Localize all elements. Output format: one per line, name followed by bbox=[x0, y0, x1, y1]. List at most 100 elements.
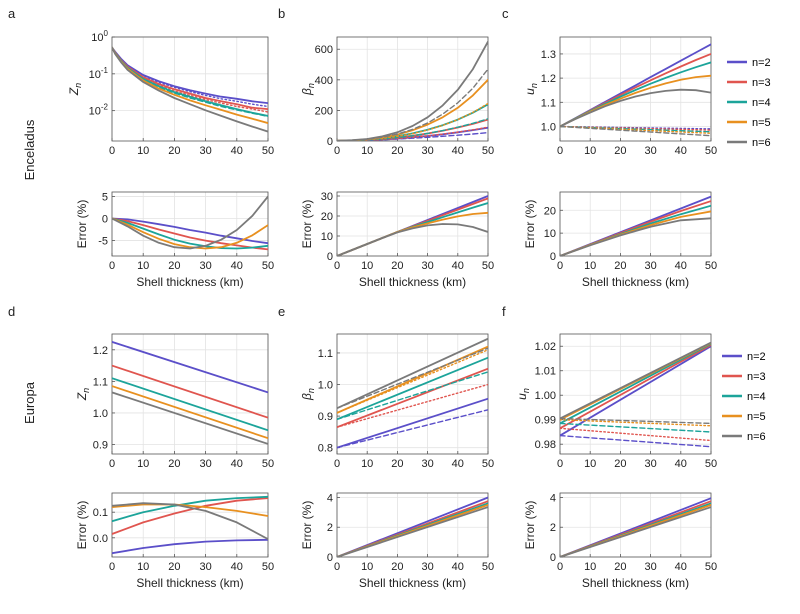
panel-letter-e: e bbox=[278, 304, 285, 319]
y-tick-label: 4 bbox=[550, 492, 556, 504]
x-tick-label: 50 bbox=[705, 260, 717, 272]
x-tick-label: 0 bbox=[557, 458, 563, 470]
panel-letter-b: b bbox=[278, 6, 285, 21]
y-tick-label: 1.1 bbox=[93, 376, 108, 388]
chart-panel-a: 0 10 20 30 40 50 10-2 10-1 100 Zn bbox=[67, 29, 274, 157]
x-tick-label: 10 bbox=[584, 458, 596, 470]
chart-panel-f: 0 10 20 30 40 50 0.98 0.99 1.00 1.01 1.02 un bbox=[515, 333, 717, 470]
legend-top: n=2 n=3 n=4 n=5 n=6 bbox=[727, 57, 771, 149]
x-tick-label: 10 bbox=[584, 260, 596, 272]
y-tick-label: 0.98 bbox=[535, 439, 556, 451]
x-tick-label: 40 bbox=[452, 458, 464, 470]
x-tick-label: 40 bbox=[231, 561, 243, 573]
y-tick-label: 0 bbox=[327, 251, 333, 263]
plot-frame bbox=[111, 191, 269, 257]
series-line-n4-solid bbox=[112, 217, 268, 250]
y-tick-label: 10-2 bbox=[89, 103, 109, 118]
legend-label-n3: n=3 bbox=[747, 371, 766, 383]
x-tick-label: 40 bbox=[452, 145, 464, 157]
y-tick-label: 2 bbox=[327, 522, 333, 534]
series-line-n2-dashed bbox=[560, 434, 711, 448]
series-line-n3-solid bbox=[560, 344, 711, 430]
y-tick-label: 0.9 bbox=[318, 411, 333, 423]
series-line-n3-dotted bbox=[337, 383, 488, 428]
series-group bbox=[560, 497, 711, 557]
x-tick-label: 20 bbox=[168, 458, 180, 470]
legend-bottom: n=2 n=3 n=4 n=5 n=6 bbox=[722, 351, 766, 443]
series-group bbox=[560, 195, 711, 256]
y-tick-label: 0 bbox=[102, 213, 108, 225]
legend-label-n5: n=5 bbox=[752, 117, 771, 129]
plot-frame bbox=[336, 191, 489, 257]
series-line-n3-solid bbox=[112, 497, 268, 535]
x-tick-label: 10 bbox=[137, 458, 149, 470]
x-tick-label: 20 bbox=[614, 561, 626, 573]
x-tick-label: 30 bbox=[644, 260, 656, 272]
y-tick-label: 0.9 bbox=[93, 440, 108, 452]
series-line-n6-solid bbox=[560, 217, 711, 256]
legend-label-n4: n=4 bbox=[752, 97, 771, 109]
series-line-n6-solid bbox=[560, 88, 711, 128]
series-line-n3-dotted bbox=[560, 427, 711, 442]
x-tick-label: 0 bbox=[334, 561, 340, 573]
y-tick-label: 0 bbox=[550, 552, 556, 564]
series-group bbox=[337, 337, 488, 449]
y-tick-label: 1.1 bbox=[541, 97, 556, 109]
x-tick-label: 10 bbox=[361, 260, 373, 272]
x-tick-label: 30 bbox=[421, 145, 433, 157]
x-axis-label: Shell thickness (km) bbox=[136, 576, 243, 590]
y-axis-label: Error (%) bbox=[523, 200, 537, 249]
panel-letter-c: c bbox=[502, 6, 509, 21]
y-axis-label: Error (%) bbox=[300, 501, 314, 550]
legend-label-n3: n=3 bbox=[752, 77, 771, 89]
plot-area bbox=[337, 334, 488, 454]
x-tick-label: 50 bbox=[262, 458, 274, 470]
y-tick-label: -5 bbox=[98, 236, 108, 248]
series-group bbox=[337, 496, 488, 557]
series-group bbox=[337, 40, 488, 141]
series-line-n4-solid bbox=[560, 342, 711, 425]
x-tick-label: 30 bbox=[421, 260, 433, 272]
x-tick-label: 30 bbox=[644, 561, 656, 573]
x-tick-label: 40 bbox=[675, 458, 687, 470]
series-line-n3-solid bbox=[112, 364, 268, 419]
legend-label-n2: n=2 bbox=[752, 57, 771, 69]
y-axis-label: Error (%) bbox=[523, 501, 537, 550]
series-group bbox=[560, 341, 711, 448]
series-line-n5-solid bbox=[112, 503, 268, 517]
series-group bbox=[337, 195, 488, 256]
plot-frame bbox=[559, 492, 712, 558]
x-tick-label: 20 bbox=[614, 145, 626, 157]
y-axis-label: βn bbox=[300, 83, 316, 96]
x-tick-label: 20 bbox=[391, 145, 403, 157]
x-tick-label: 0 bbox=[334, 145, 340, 157]
series-line-n4-dashed bbox=[337, 371, 488, 420]
plot-area bbox=[112, 37, 268, 141]
plot-frame bbox=[336, 333, 489, 455]
x-tick-label: 30 bbox=[421, 458, 433, 470]
y-tick-label: 2 bbox=[550, 522, 556, 534]
y-tick-label: 100 bbox=[91, 29, 108, 44]
panel-letter-f: f bbox=[502, 304, 506, 319]
series-line-n2-dashed bbox=[337, 409, 488, 449]
series-group bbox=[112, 495, 268, 555]
chart-panel-c: 0 10 20 30 40 50 1.0 1.1 1.2 1.3 un bbox=[523, 36, 717, 157]
x-tick-label: 10 bbox=[361, 458, 373, 470]
plot-frame bbox=[336, 492, 489, 558]
x-tick-label: 0 bbox=[109, 561, 115, 573]
series-group bbox=[112, 46, 268, 133]
x-tick-label: 50 bbox=[705, 458, 717, 470]
x-tick-label: 50 bbox=[705, 145, 717, 157]
x-tick-label: 20 bbox=[614, 458, 626, 470]
x-tick-label: 30 bbox=[199, 145, 211, 157]
plot-frame bbox=[336, 36, 489, 142]
x-tick-label: 30 bbox=[199, 260, 211, 272]
y-tick-label: 10 bbox=[544, 228, 556, 240]
y-tick-label: 1.1 bbox=[318, 348, 333, 360]
series-line-n4-dashed bbox=[560, 422, 711, 433]
series-line-n6-solid bbox=[112, 502, 268, 540]
y-tick-label: 4 bbox=[327, 492, 333, 504]
y-axis-label: Error (%) bbox=[75, 501, 89, 550]
row-label-europa: Europa bbox=[22, 381, 37, 424]
x-tick-label: 50 bbox=[262, 260, 274, 272]
